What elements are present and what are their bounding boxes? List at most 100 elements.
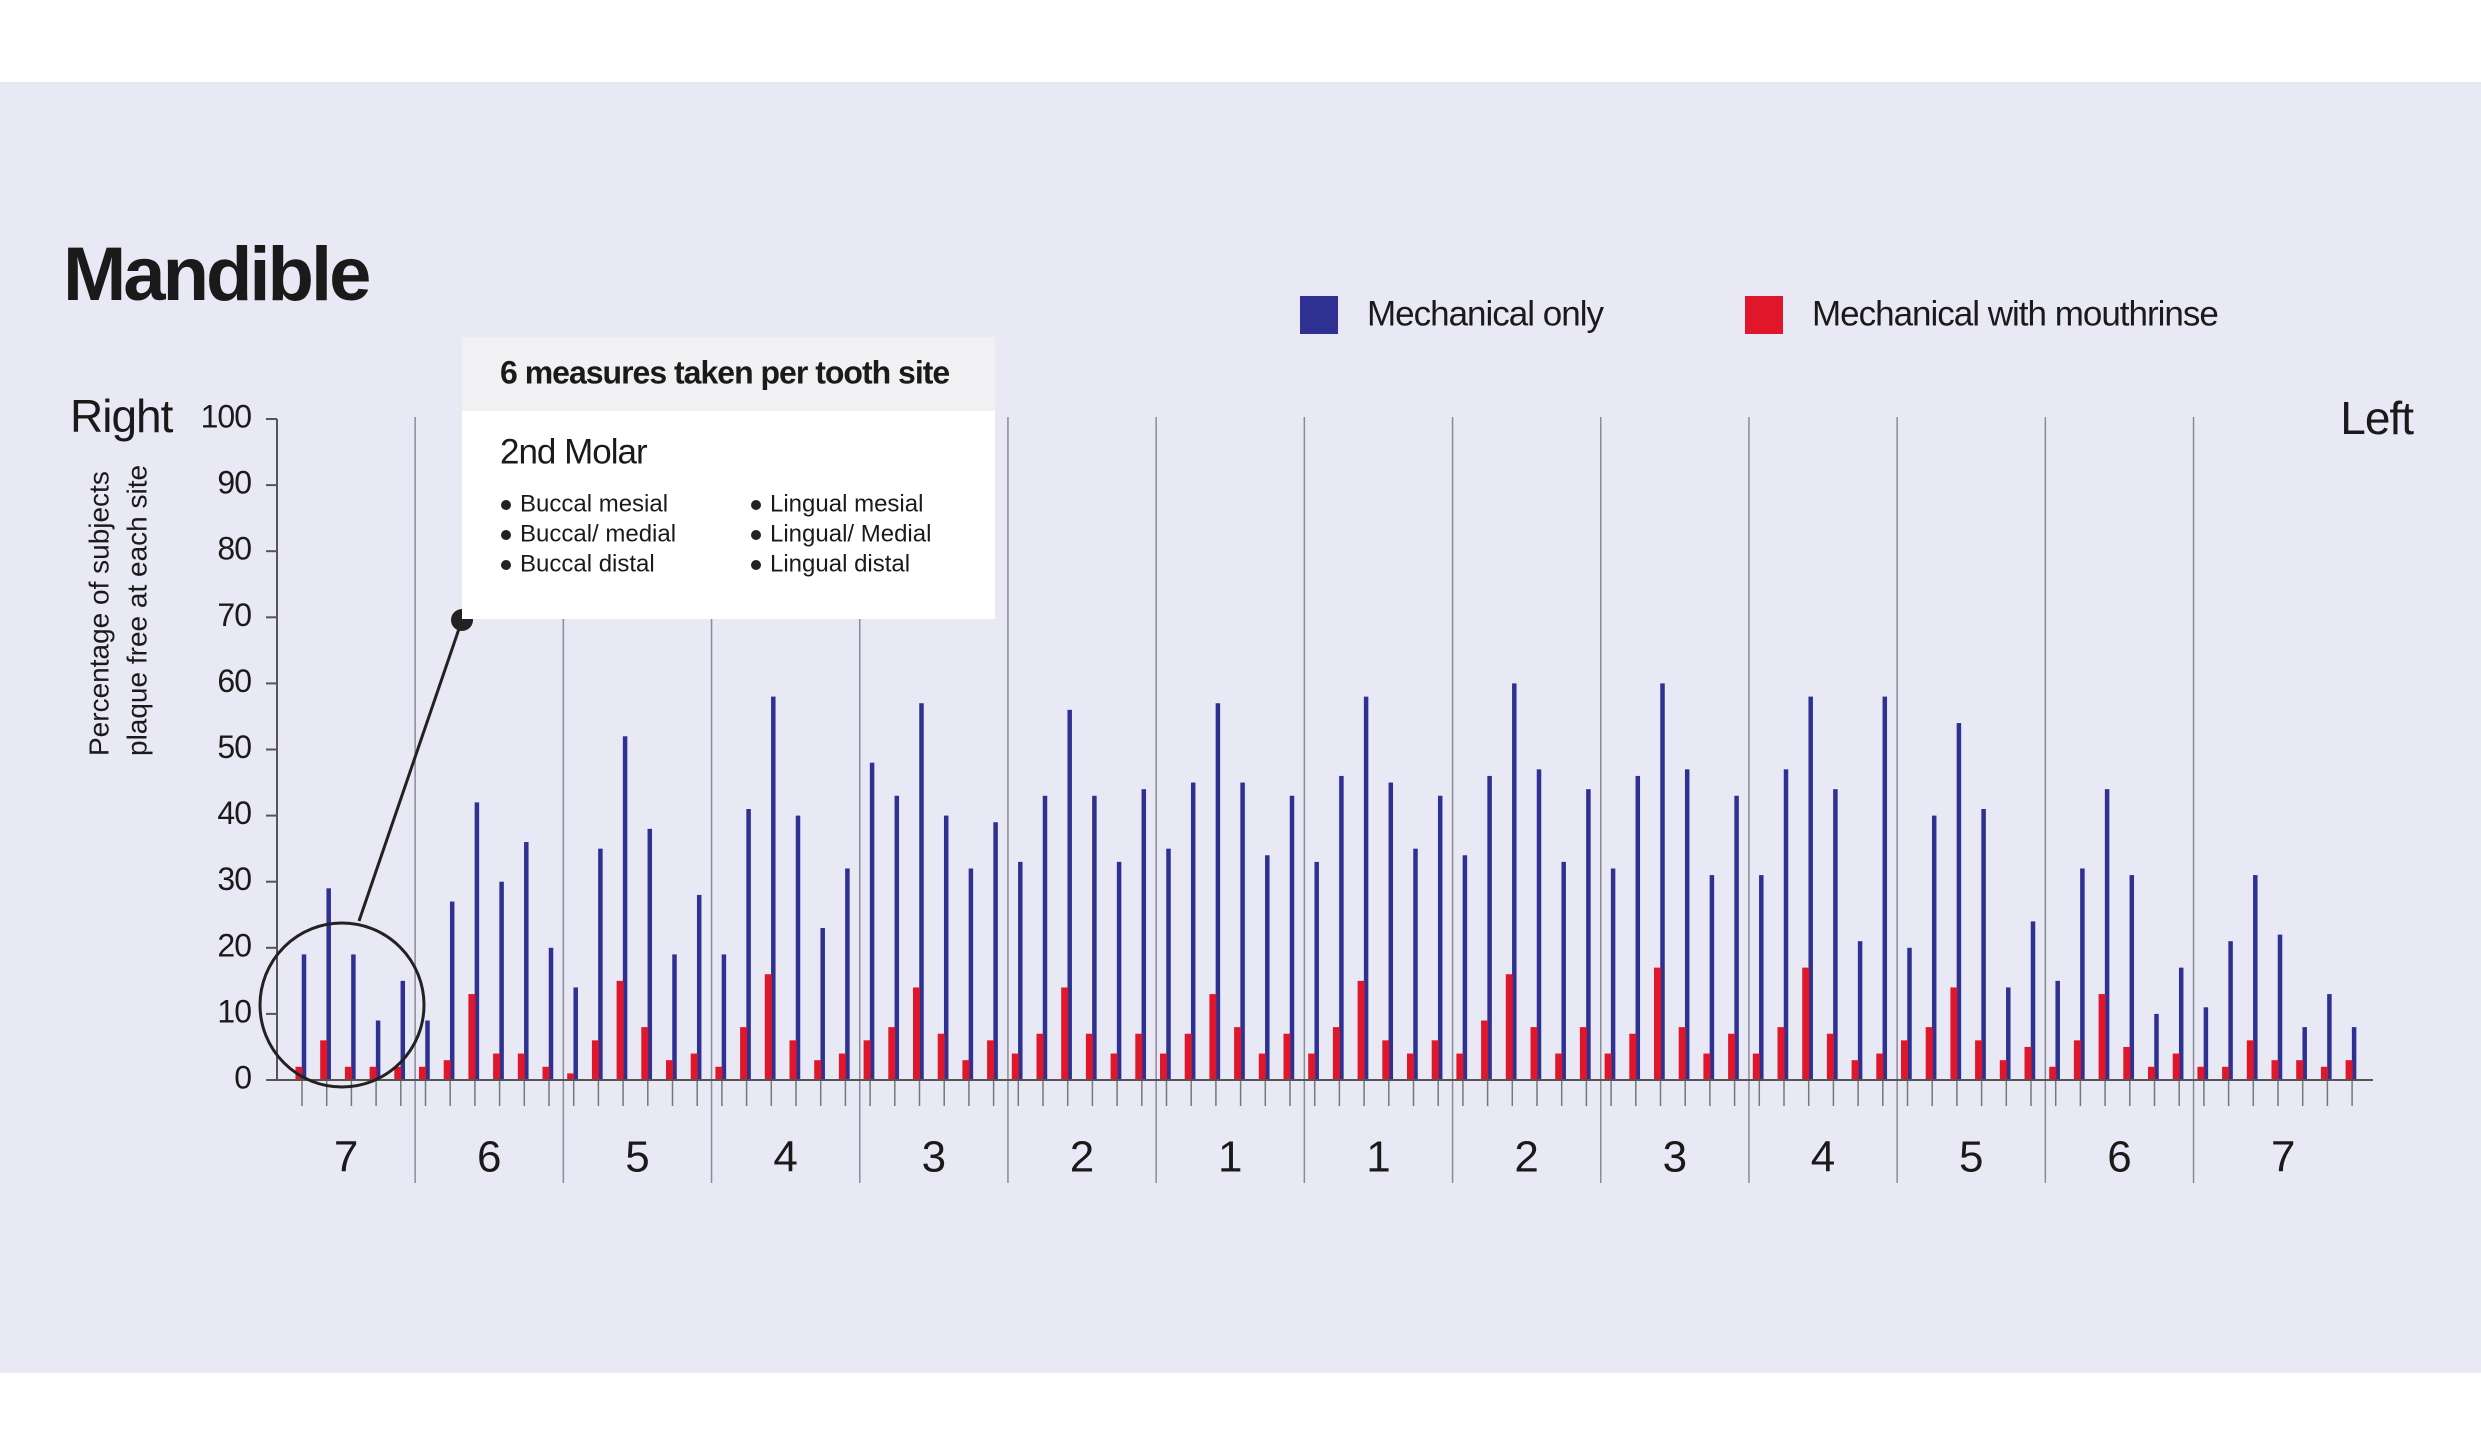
y-tick-label: 0 bbox=[234, 1059, 251, 1095]
bar bbox=[425, 1020, 430, 1080]
callout-list: Buccal mesial Buccal/ medial Buccal distal… bbox=[501, 490, 931, 577]
bar bbox=[1215, 703, 1221, 1080]
bar bbox=[2098, 994, 2106, 1080]
callout-item: Buccal mesial bbox=[520, 490, 668, 517]
bar bbox=[1808, 696, 1813, 1080]
bar bbox=[2178, 967, 2184, 1080]
bar bbox=[1110, 1053, 1118, 1080]
bar bbox=[2345, 1060, 2353, 1080]
bar bbox=[888, 1027, 896, 1080]
bar bbox=[641, 1027, 649, 1080]
bar bbox=[320, 1040, 328, 1080]
bar bbox=[1061, 987, 1069, 1080]
bar bbox=[869, 762, 875, 1080]
bar bbox=[1258, 1053, 1266, 1080]
bar bbox=[1240, 782, 1245, 1080]
callout-item: Lingual/ Medial bbox=[770, 520, 931, 547]
bar bbox=[326, 888, 331, 1080]
bar bbox=[1703, 1053, 1711, 1080]
bar bbox=[771, 696, 776, 1080]
bar bbox=[1209, 994, 1217, 1080]
bar bbox=[2123, 1046, 2131, 1080]
plot-area: 0 10 20 30 40 50 60 70 80 90 100 7 6 5 4 3 2 1 1 2 3 4 5 6 7 bbox=[201, 398, 2373, 1183]
bar bbox=[2296, 1060, 2304, 1080]
legend: Mechanical only Mechanical with mouthrins… bbox=[1300, 294, 2219, 334]
bar bbox=[2104, 789, 2110, 1080]
bar bbox=[672, 954, 677, 1080]
y-axis-label: Percentage of subjects plaque free at ea… bbox=[83, 465, 152, 756]
bar bbox=[1339, 775, 1344, 1080]
bar bbox=[1901, 1040, 1908, 1080]
bar bbox=[1512, 683, 1517, 1080]
bar bbox=[2203, 1007, 2209, 1080]
bar bbox=[468, 994, 476, 1080]
callout-item: Lingual mesial bbox=[770, 490, 923, 517]
bar bbox=[1314, 861, 1319, 1080]
bar bbox=[567, 1073, 575, 1080]
bar bbox=[2197, 1066, 2205, 1080]
bar bbox=[517, 1053, 525, 1080]
bar bbox=[1160, 1053, 1167, 1080]
bar bbox=[2073, 1040, 2081, 1080]
bar bbox=[1876, 1053, 1884, 1080]
bar bbox=[1999, 1060, 2007, 1080]
bar bbox=[2277, 934, 2283, 1080]
bar bbox=[1166, 848, 1171, 1080]
bar bbox=[1833, 789, 1838, 1080]
bar bbox=[1586, 789, 1591, 1080]
bar bbox=[1289, 795, 1295, 1080]
bar bbox=[499, 881, 504, 1080]
group-label: 3 bbox=[922, 1133, 946, 1182]
bar bbox=[1629, 1033, 1637, 1080]
bar bbox=[1654, 967, 1661, 1080]
bar bbox=[419, 1066, 426, 1080]
bar bbox=[2148, 1066, 2155, 1080]
bar bbox=[1437, 795, 1443, 1080]
bar bbox=[1505, 974, 1513, 1080]
bar bbox=[993, 822, 998, 1080]
bar bbox=[2302, 1027, 2307, 1080]
bar bbox=[1190, 782, 1196, 1080]
callout-item: Lingual distal bbox=[770, 550, 910, 577]
bar bbox=[968, 868, 974, 1080]
bar bbox=[913, 987, 920, 1080]
bar bbox=[369, 1066, 377, 1080]
group-label: 6 bbox=[2107, 1133, 2131, 1182]
group-label: 6 bbox=[477, 1133, 501, 1182]
bar bbox=[1042, 795, 1048, 1080]
bar bbox=[1610, 868, 1616, 1080]
bar bbox=[1456, 1053, 1464, 1080]
bar bbox=[2049, 1066, 2057, 1080]
bar bbox=[696, 894, 702, 1080]
bar bbox=[2351, 1027, 2357, 1080]
bar bbox=[2222, 1066, 2230, 1080]
bar bbox=[1907, 947, 1912, 1080]
callout-item: Buccal distal bbox=[520, 550, 655, 577]
bar bbox=[1067, 709, 1072, 1080]
y-tick-label: 50 bbox=[217, 729, 251, 765]
bar bbox=[1579, 1027, 1587, 1080]
bar bbox=[1234, 1027, 1242, 1080]
bar bbox=[1481, 1020, 1489, 1080]
bar bbox=[2024, 1046, 2032, 1080]
bar bbox=[2129, 875, 2135, 1080]
bar bbox=[301, 954, 307, 1080]
bar bbox=[591, 1040, 599, 1080]
bar bbox=[598, 848, 603, 1080]
bar bbox=[1018, 861, 1023, 1080]
bar bbox=[474, 802, 480, 1080]
bar bbox=[573, 987, 578, 1080]
bar bbox=[962, 1060, 970, 1080]
bar bbox=[1530, 1027, 1538, 1080]
bar bbox=[838, 1053, 846, 1080]
bar bbox=[1950, 987, 1958, 1080]
bar bbox=[764, 974, 772, 1080]
bar bbox=[1462, 855, 1468, 1080]
bar bbox=[820, 927, 825, 1080]
bar bbox=[1752, 1053, 1760, 1080]
bar bbox=[1487, 775, 1492, 1080]
bar bbox=[1728, 1033, 1736, 1080]
callout-header-bg bbox=[462, 337, 995, 411]
bar bbox=[715, 1066, 723, 1080]
